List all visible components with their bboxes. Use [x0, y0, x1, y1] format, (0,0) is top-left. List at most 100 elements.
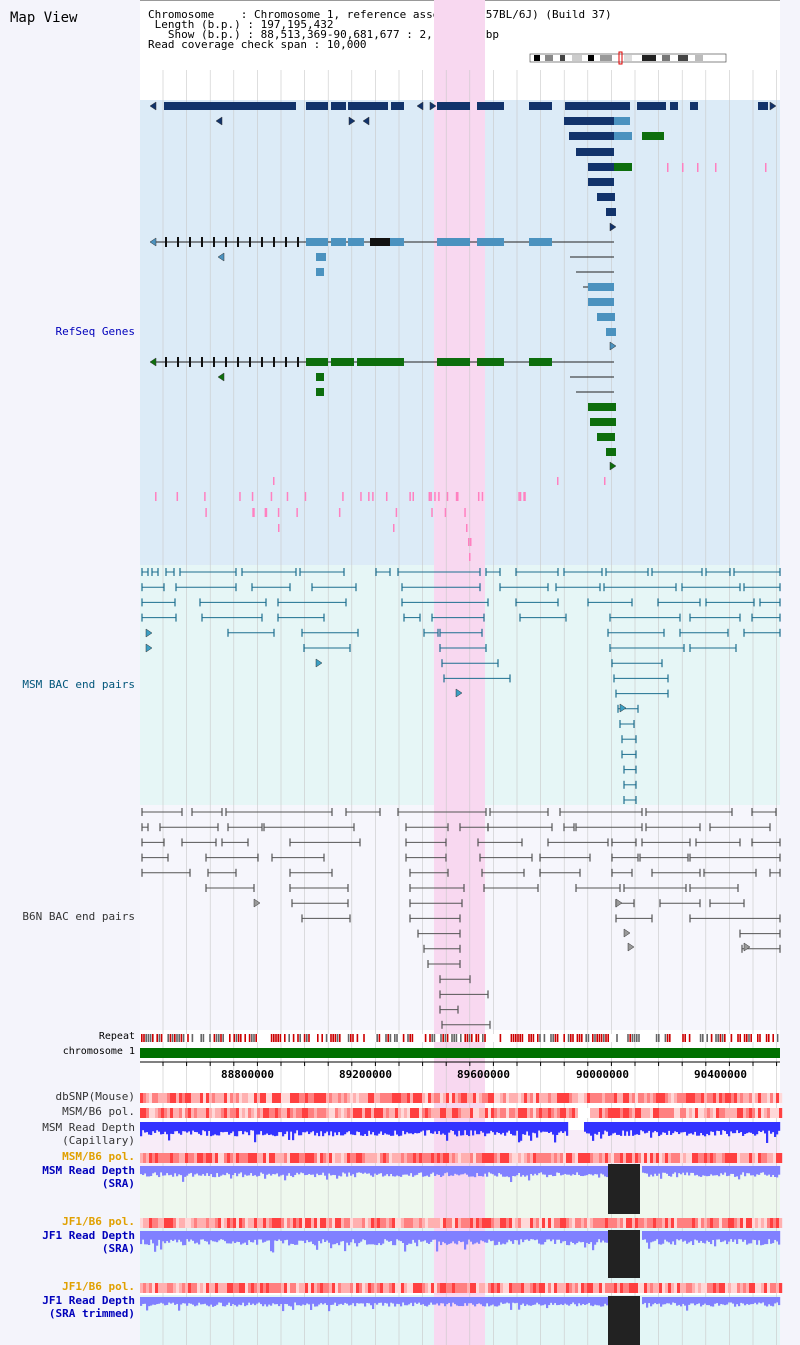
- gene-exon: [437, 102, 470, 110]
- depth-bar: [294, 1297, 297, 1303]
- depth-bar: [466, 1297, 469, 1306]
- depth-bar: [664, 1122, 667, 1133]
- depth-bar: [402, 1166, 405, 1175]
- track-label-b6n-bac[interactable]: B6N BAC end pairs: [22, 910, 135, 923]
- depth-bar: [648, 1231, 651, 1249]
- repeat-mark: [475, 1034, 477, 1042]
- depth-bar: [252, 1297, 255, 1304]
- polymorphism-cell: [212, 1218, 216, 1228]
- polymorphism-cell: [356, 1108, 360, 1118]
- polymorphism-cell: [629, 1108, 633, 1118]
- depth-bar: [354, 1166, 357, 1178]
- depth-bar: [380, 1231, 383, 1246]
- polymorphism-cell: [722, 1093, 726, 1103]
- polymorphism-cell: [341, 1218, 345, 1228]
- depth-bar: [166, 1122, 169, 1135]
- repeat-mark: [515, 1034, 517, 1042]
- polymorphism-cell: [254, 1093, 258, 1103]
- gene-exon: [569, 132, 614, 140]
- depth-bar: [180, 1231, 183, 1242]
- depth-bar: [752, 1122, 755, 1134]
- polymorphism-cell: [227, 1218, 231, 1228]
- polymorphism-cell: [590, 1283, 594, 1293]
- polymorphism-cell: [455, 1153, 459, 1163]
- polymorphism-cell: [323, 1218, 327, 1228]
- depth-bar: [470, 1166, 473, 1177]
- polymorphism-cell: [380, 1108, 384, 1118]
- depth-bar: [406, 1166, 409, 1175]
- polymorphism-cell: [284, 1283, 288, 1293]
- gene-exon-thin: [273, 357, 275, 367]
- polymorphism-cell: [488, 1108, 492, 1118]
- depth-bar: [226, 1231, 229, 1244]
- polymorphism-cell: [455, 1093, 459, 1103]
- depth-bar: [298, 1297, 301, 1306]
- depth-bar: [696, 1122, 699, 1136]
- depth-bar: [288, 1166, 291, 1174]
- polymorphism-cell: [647, 1283, 651, 1293]
- polymorphism-cell: [692, 1283, 696, 1293]
- polymorphism-cell: [569, 1218, 573, 1228]
- depth-bar: [178, 1297, 181, 1311]
- repeat-mark: [332, 1034, 334, 1042]
- polymorphism-cell: [722, 1108, 726, 1118]
- gene-exon: [306, 102, 328, 110]
- depth-bar: [444, 1122, 447, 1135]
- depth-bar: [518, 1297, 521, 1310]
- depth-bar: [228, 1166, 231, 1175]
- track-label-msm-bac[interactable]: MSM BAC end pairs: [22, 678, 135, 691]
- depth-bar: [396, 1231, 399, 1240]
- polymorphism-cell: [509, 1283, 513, 1293]
- polymorphism-cell: [506, 1093, 510, 1103]
- repeat-mark: [352, 1034, 354, 1042]
- depth-bar: [152, 1297, 155, 1305]
- depth-bar: [462, 1122, 465, 1136]
- repeat-mark: [385, 1034, 387, 1042]
- polymorphism-cell: [305, 1108, 309, 1118]
- snp-mark: [430, 492, 432, 501]
- depth-bar: [766, 1231, 769, 1245]
- track-label-refseq[interactable]: RefSeq Genes: [55, 325, 135, 338]
- polymorphism-cell: [719, 1108, 723, 1118]
- polymorphism-cell: [539, 1108, 543, 1118]
- polymorphism-cell: [362, 1108, 366, 1118]
- depth-bar: [312, 1231, 315, 1245]
- depth-bar: [502, 1122, 505, 1133]
- depth-bar: [498, 1166, 501, 1174]
- depth-bar: [158, 1122, 161, 1132]
- polymorphism-cell: [398, 1093, 402, 1103]
- strand-arrow: [217, 372, 225, 382]
- polymorphism-cell: [155, 1153, 159, 1163]
- depth-bar: [238, 1231, 241, 1243]
- depth-bar: [724, 1166, 727, 1173]
- depth-bar: [778, 1122, 781, 1131]
- length-value: : 197,195,432: [247, 18, 334, 31]
- polymorphism-cell: [689, 1153, 693, 1163]
- polymorphism-cell: [662, 1283, 666, 1293]
- polymorphism-cell: [218, 1093, 222, 1103]
- polymorphism-cell: [179, 1218, 183, 1228]
- depth-bar: [248, 1231, 251, 1241]
- polymorphism-cell: [176, 1153, 180, 1163]
- polymorphism-cell: [749, 1283, 753, 1293]
- depth-bar: [450, 1297, 453, 1307]
- depth-bar: [370, 1297, 373, 1306]
- polymorphism-cell: [188, 1108, 192, 1118]
- depth-bar: [380, 1122, 383, 1132]
- polymorphism-cell: [494, 1093, 498, 1103]
- polymorphism-cell: [374, 1093, 378, 1103]
- polymorphism-cell: [719, 1218, 723, 1228]
- depth-bar: [382, 1231, 385, 1244]
- polymorphism-cell: [179, 1108, 183, 1118]
- depth-bar: [504, 1122, 507, 1136]
- depth-bar: [600, 1297, 603, 1307]
- polymorphism-cell: [659, 1283, 663, 1293]
- depth-bar: [376, 1297, 379, 1305]
- repeat-mark: [339, 1034, 341, 1042]
- polymorphism-cell: [443, 1218, 447, 1228]
- polymorphism-cell: [779, 1108, 783, 1118]
- polymorphism-cell: [338, 1093, 342, 1103]
- repeat-mark: [222, 1034, 224, 1042]
- depth-bar: [190, 1122, 193, 1135]
